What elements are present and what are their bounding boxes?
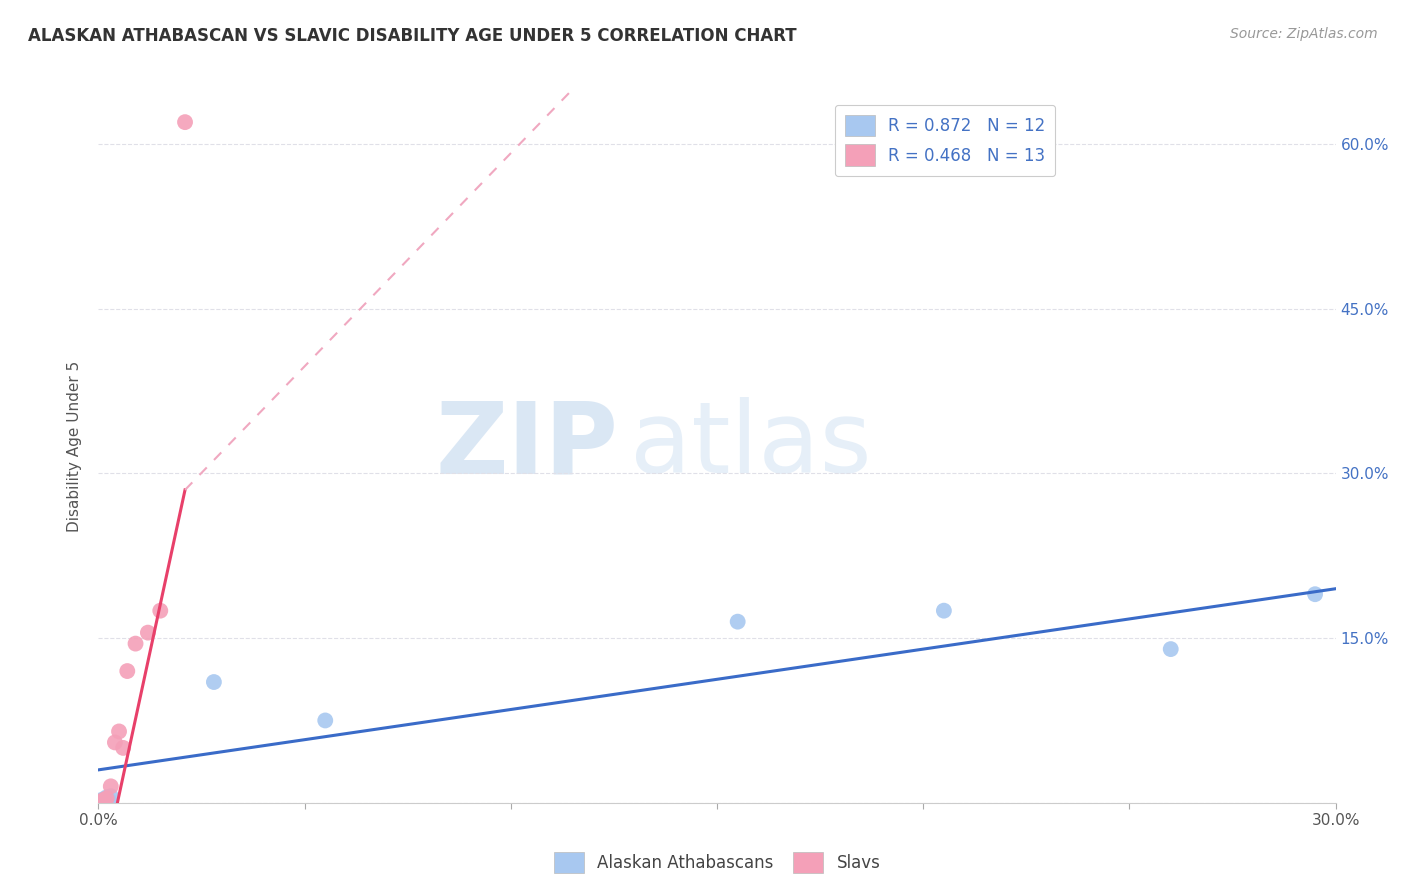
Point [97, 792, 120, 806]
Point [727, 615, 749, 629]
Point [96, 791, 118, 805]
Point [91, 794, 114, 808]
Point [93, 792, 115, 806]
Point [93, 794, 115, 808]
Point [124, 637, 146, 651]
Point [100, 789, 122, 804]
Point [100, 780, 122, 794]
Point [104, 735, 127, 749]
Text: ZIP: ZIP [436, 398, 619, 494]
Legend: Alaskan Athabascans, Slavs: Alaskan Athabascans, Slavs [547, 846, 887, 880]
Point [136, 625, 159, 640]
Point [112, 740, 135, 755]
Point [174, 115, 197, 129]
Point [91, 792, 114, 806]
Point [1160, 642, 1182, 657]
Text: atlas: atlas [630, 398, 872, 494]
Point [117, 664, 139, 678]
Point [89, 795, 111, 809]
Point [149, 604, 172, 618]
Text: ALASKAN ATHABASCAN VS SLAVIC DISABILITY AGE UNDER 5 CORRELATION CHART: ALASKAN ATHABASCAN VS SLAVIC DISABILITY … [28, 27, 797, 45]
Y-axis label: Disability Age Under 5: Disability Age Under 5 [67, 360, 83, 532]
Point [932, 604, 955, 618]
Point [89, 795, 111, 809]
Point [96, 790, 118, 805]
Point [108, 724, 131, 739]
Text: Source: ZipAtlas.com: Source: ZipAtlas.com [1230, 27, 1378, 41]
Point [202, 675, 225, 690]
Point [1303, 587, 1326, 601]
Point [314, 714, 336, 728]
